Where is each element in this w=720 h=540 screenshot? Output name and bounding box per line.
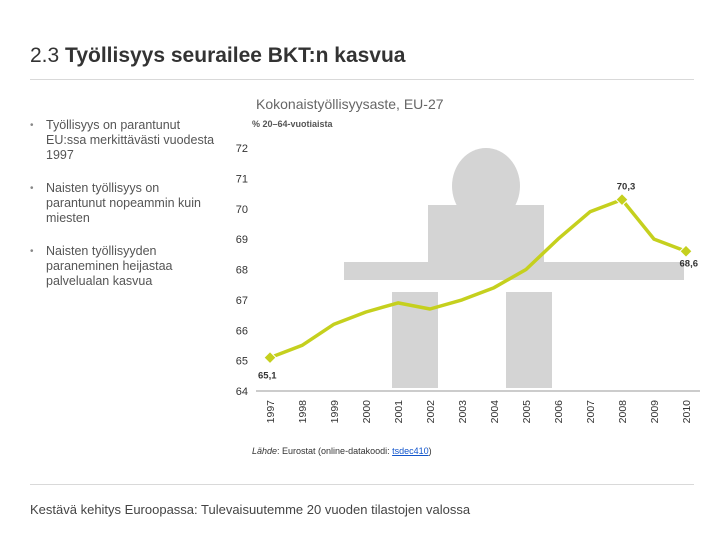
x-tick-label: 2006 (553, 400, 565, 424)
y-tick-label: 64 (236, 386, 248, 398)
x-tick-label: 2007 (585, 400, 597, 424)
slide-title-text: Työllisyys seurailee BKT:n kasvua (65, 44, 406, 67)
chart-y-label: % 20–64-vuotiaista (252, 119, 333, 129)
bullet-icon: • (30, 246, 34, 257)
bullet-list: • Työllisyys on parantunut EU:ssa merkitt… (30, 118, 220, 307)
series-line (268, 197, 688, 360)
bullet-icon: • (30, 183, 34, 194)
worker-illustration-icon (344, 148, 684, 388)
bullet-text: Naisten työllisyys on parantunut nopeamm… (46, 181, 201, 225)
data-label: 68,6 (680, 258, 699, 269)
x-tick-label: 1999 (329, 400, 341, 424)
footer-text: Kestävä kehitys Euroopassa: Tulevaisuute… (30, 502, 471, 517)
y-tick-label: 66 (236, 325, 248, 337)
y-tick-label: 70 (236, 204, 248, 216)
x-axis: 1997 1998 1999 2000 2001 2002 2003 2004 2005 2006… (265, 400, 693, 424)
x-tick-label: 2005 (521, 400, 533, 424)
bullet-item: • Naisten työllisyyden paraneminen heijas… (30, 244, 220, 289)
slide-title: 2.3 Työllisyys seurailee BKT:n kasvua (30, 44, 406, 68)
marker-group (263, 192, 693, 365)
x-tick-label: 2000 (361, 400, 373, 424)
title-divider (30, 79, 694, 80)
y-tick-label: 69 (236, 234, 248, 246)
bullet-icon: • (30, 120, 34, 131)
x-tick-label: 2010 (681, 400, 693, 424)
x-tick-label: 1997 (265, 400, 277, 424)
y-tick-label: 67 (236, 295, 248, 307)
bullet-text: Naisten työllisyyden paraneminen heijast… (46, 244, 173, 288)
x-tick-label: 2004 (489, 400, 501, 424)
y-tick-label: 72 (236, 143, 248, 155)
data-marker (263, 350, 277, 365)
bullet-item: • Naisten työllisyys on parantunut nopeam… (30, 181, 220, 226)
data-label-group: 65,1 70,3 68,6 (258, 182, 698, 382)
source-label: Lähde (252, 446, 278, 456)
y-axis: 64 65 66 67 68 69 70 71 72 (236, 143, 700, 398)
source-end: ) (428, 446, 432, 456)
data-label: 65,1 (258, 371, 277, 382)
x-tick-label: 2003 (457, 400, 469, 424)
source-dataset-link[interactable]: tsdec410 (392, 446, 429, 456)
slide-title-number: 2.3 (30, 44, 60, 67)
data-marker (679, 244, 693, 258)
x-tick-label: 2009 (649, 400, 661, 424)
chart-title: Kokonaistyöllisyysaste, EU-27 (256, 96, 444, 112)
footer-divider (30, 484, 694, 485)
x-tick-label: 1998 (297, 400, 309, 424)
source-text: : Eurostat (online-datakoodi: (277, 446, 393, 456)
data-label: 70,3 (617, 182, 636, 193)
y-tick-label: 68 (236, 265, 248, 277)
source-note: Lähde: Eurostat (online-datakoodi: tsdec… (252, 446, 432, 456)
x-tick-label: 2002 (425, 400, 437, 424)
data-marker (615, 192, 629, 207)
x-tick-label: 2001 (393, 400, 405, 424)
y-tick-label: 65 (236, 356, 248, 368)
y-tick-label: 71 (236, 173, 248, 185)
bullet-item: • Työllisyys on parantunut EU:ssa merkitt… (30, 118, 220, 163)
bullet-text: Työllisyys on parantunut EU:ssa merkittä… (46, 118, 215, 162)
x-tick-label: 2008 (617, 400, 629, 424)
